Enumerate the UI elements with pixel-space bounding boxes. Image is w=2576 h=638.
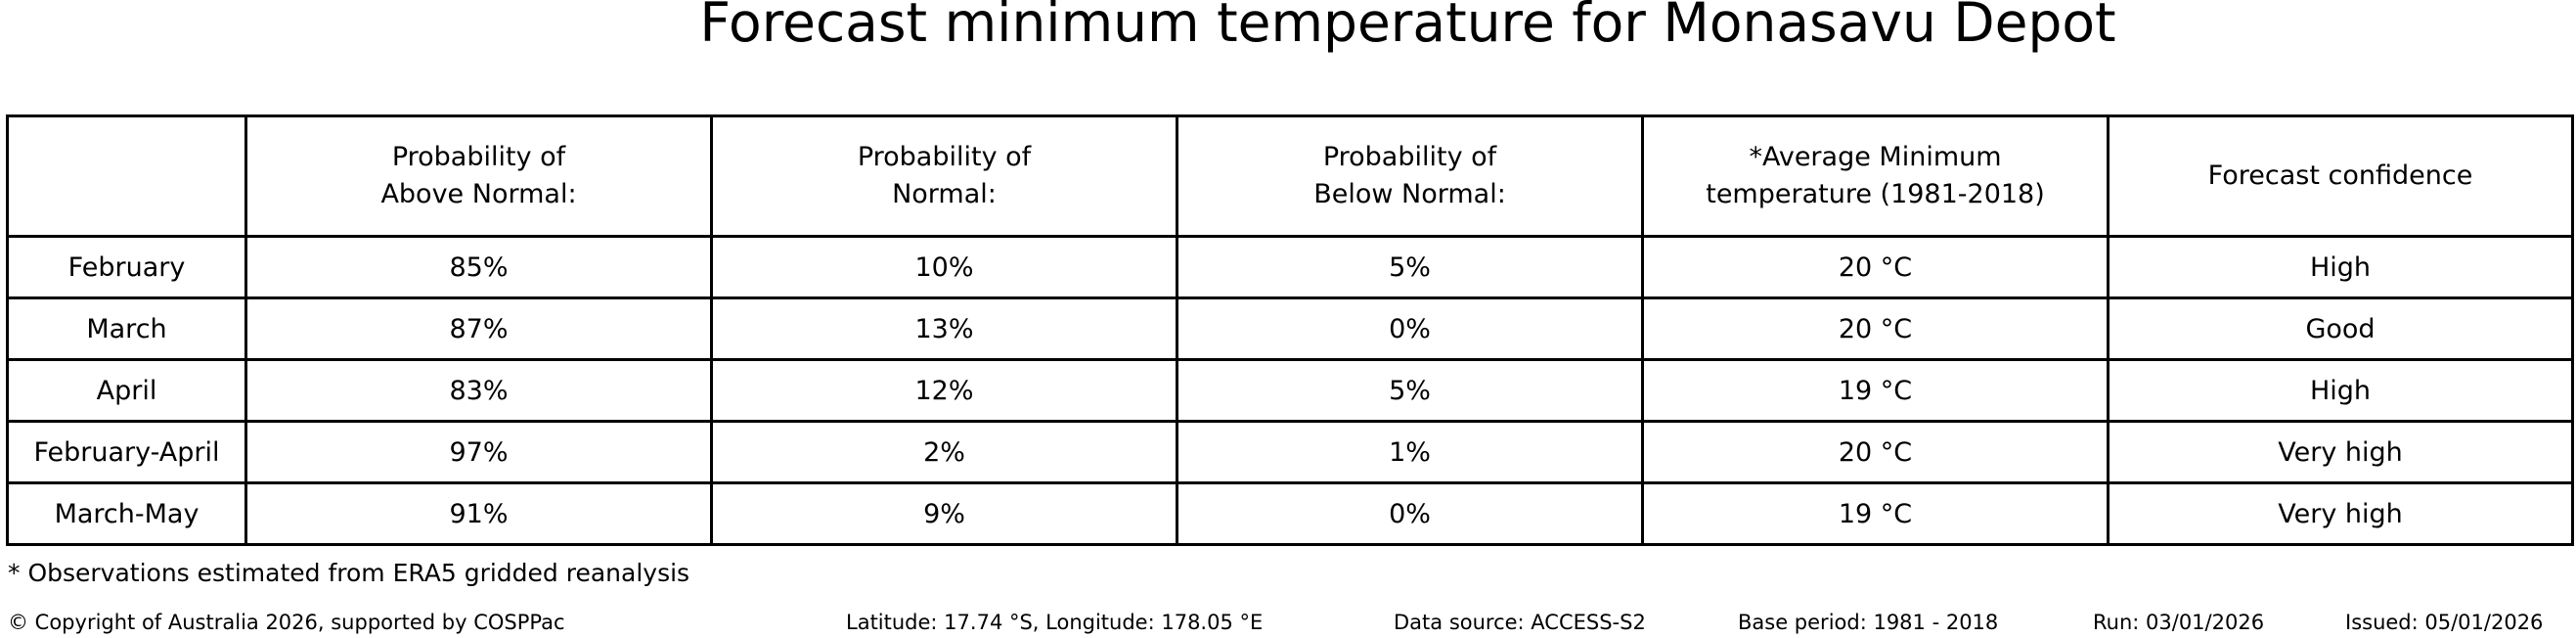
issued-date-text: Issued: 05/01/2026 — [2345, 611, 2544, 634]
cell-below-normal: 0% — [1176, 481, 1644, 546]
col-header-normal: Probability of Normal: — [710, 114, 1178, 238]
cell-forecast-confidence: Very high — [2107, 481, 2574, 546]
data-source-text: Data source: ACCESS-S2 — [1394, 611, 1646, 634]
cell-avg-min-temp: 20 °C — [1641, 420, 2110, 484]
cell-below-normal: 0% — [1176, 296, 1644, 361]
run-date-text: Run: 03/01/2026 — [2093, 611, 2265, 634]
table-row: February-April 97% 2% 1% 20 °C Very high — [6, 420, 2574, 484]
footer-bar: © Copyright of Australia 2026, supported… — [0, 609, 2576, 638]
forecast-table: Probability of Above Normal: Probability… — [6, 114, 2574, 546]
cell-normal: 12% — [710, 358, 1178, 423]
copyright-text: © Copyright of Australia 2026, supported… — [8, 611, 565, 634]
cell-normal: 2% — [710, 420, 1178, 484]
table-row: April 83% 12% 5% 19 °C High — [6, 358, 2574, 423]
cell-above-normal: 87% — [244, 296, 713, 361]
cell-above-normal: 85% — [244, 235, 713, 299]
cell-avg-min-temp: 20 °C — [1641, 235, 2110, 299]
cell-normal: 10% — [710, 235, 1178, 299]
observations-footnote: * Observations estimated from ERA5 gridd… — [8, 559, 690, 587]
table-row: March-May 91% 9% 0% 19 °C Very high — [6, 481, 2574, 546]
cell-above-normal: 91% — [244, 481, 713, 546]
corner-cell — [6, 114, 247, 238]
cell-avg-min-temp: 19 °C — [1641, 481, 2110, 546]
row-label: March-May — [6, 481, 247, 546]
cell-above-normal: 97% — [244, 420, 713, 484]
row-label: February-April — [6, 420, 247, 484]
lat-lon-text: Latitude: 17.74 °S, Longitude: 178.05 °E — [846, 611, 1264, 634]
col-header-below-normal: Probability of Below Normal: — [1176, 114, 1644, 238]
table-row: March 87% 13% 0% 20 °C Good — [6, 296, 2574, 361]
col-header-forecast-confidence: Forecast confidence — [2107, 114, 2574, 238]
row-label: February — [6, 235, 247, 299]
col-header-avg-min-temp: *Average Minimum temperature (1981-2018) — [1641, 114, 2110, 238]
row-label: April — [6, 358, 247, 423]
cell-avg-min-temp: 20 °C — [1641, 296, 2110, 361]
cell-above-normal: 83% — [244, 358, 713, 423]
row-label: March — [6, 296, 247, 361]
cell-forecast-confidence: High — [2107, 235, 2574, 299]
cell-below-normal: 5% — [1176, 235, 1644, 299]
cell-forecast-confidence: Good — [2107, 296, 2574, 361]
page-title: Forecast minimum temperature for Monasav… — [699, 0, 2116, 54]
col-header-above-normal: Probability of Above Normal: — [244, 114, 713, 238]
cell-avg-min-temp: 19 °C — [1641, 358, 2110, 423]
table-row: February 85% 10% 5% 20 °C High — [6, 235, 2574, 299]
cell-forecast-confidence: Very high — [2107, 420, 2574, 484]
cell-below-normal: 1% — [1176, 420, 1644, 484]
cell-forecast-confidence: High — [2107, 358, 2574, 423]
cell-normal: 13% — [710, 296, 1178, 361]
cell-below-normal: 5% — [1176, 358, 1644, 423]
base-period-text: Base period: 1981 - 2018 — [1738, 611, 1999, 634]
cell-normal: 9% — [710, 481, 1178, 546]
table-header-row: Probability of Above Normal: Probability… — [6, 114, 2574, 238]
